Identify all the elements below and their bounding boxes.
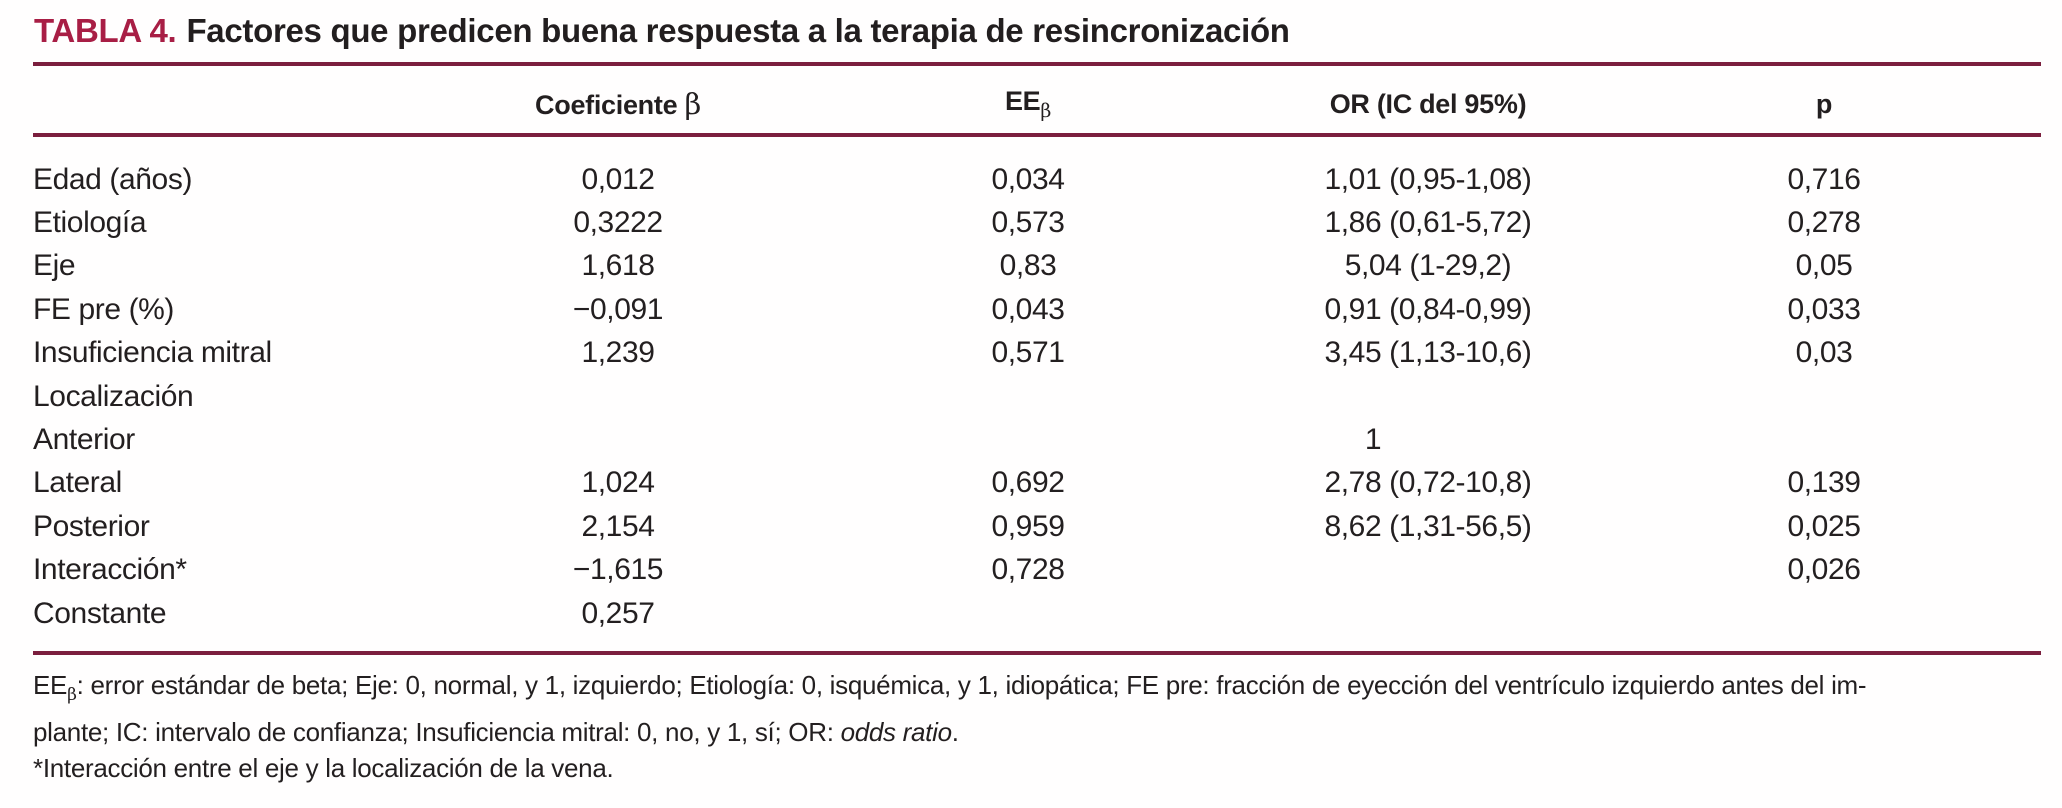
or-value: 1,01 (0,95-1,08) <box>1324 162 1532 196</box>
row-label: Etiología <box>33 206 147 240</box>
p-value: 0,05 <box>1795 249 1853 283</box>
coef-value: 1,239 <box>581 336 655 370</box>
row-label: Edad (años) <box>33 162 193 196</box>
header-ee-text: EE <box>1004 86 1041 116</box>
coef-value: 0,012 <box>581 162 655 196</box>
table-row: Anterior 1 <box>33 418 2030 461</box>
row-label: Lateral <box>33 466 122 500</box>
row-label: Interacción* <box>33 553 187 587</box>
or-value: 3,45 (1,13-10,6) <box>1324 336 1532 370</box>
table-caption: TABLA 4. Factores que predicen buena resp… <box>34 12 1290 50</box>
row-label: Localización <box>33 379 194 413</box>
row-label: FE pre (%) <box>33 292 175 326</box>
or-value: 1,86 (0,61-5,72) <box>1324 206 1532 240</box>
row-label: Posterior <box>33 509 150 543</box>
or-value: 5,04 (1-29,2) <box>1344 249 1512 283</box>
table-footnotes: EEβ: error estándar de beta; Eje: 0, nor… <box>33 667 2038 787</box>
table-row: Insuficiencia mitral 1,239 0,571 3,45 (1… <box>33 332 2030 375</box>
table-row: Edad (años) 0,012 0,034 1,01 (0,95-1,08)… <box>33 158 2030 201</box>
p-value: 0,716 <box>1787 162 1861 196</box>
table-row: FE pre (%) −0,091 0,043 0,91 (0,84-0,99)… <box>33 288 2030 331</box>
coef-value: −1,615 <box>572 553 664 587</box>
ee-value: 0,692 <box>991 466 1065 500</box>
footnote-ee-abbr: EE <box>33 670 68 700</box>
footnote-interaction-note: *Interacción entre el eje y la localizac… <box>33 753 614 783</box>
footnote-line1-text: : error estándar de beta; Eje: 0, normal… <box>76 670 1867 700</box>
table-body: Edad (años) 0,012 0,034 1,01 (0,95-1,08)… <box>33 158 2030 635</box>
header-ee-beta: EEβ <box>818 86 1238 122</box>
or-value: 0,91 (0,84-0,99) <box>1324 292 1532 326</box>
beta-subscript: β <box>1040 100 1052 122</box>
coef-value: 0,3222 <box>573 206 663 240</box>
header-p: p <box>1815 88 1833 119</box>
table-row: Lateral 1,024 0,692 2,78 (0,72-10,8) 0,1… <box>33 462 2030 505</box>
header-rule <box>33 133 2041 137</box>
footnote-odds-ratio-italic: odds ratio <box>840 716 952 747</box>
footnote-line2-text: plante; IC: intervalo de confianza; Insu… <box>33 716 841 747</box>
or-value: 8,62 (1,31-56,5) <box>1324 509 1532 543</box>
footnote-abbreviations-line2: plante; IC: intervalo de confianza; Insu… <box>33 714 2038 751</box>
table-row: Posterior 2,154 0,959 8,62 (1,31-56,5) 0… <box>33 505 2030 548</box>
or-value: 2,78 (0,72-10,8) <box>1324 466 1532 500</box>
p-value: 0,278 <box>1787 206 1861 240</box>
top-rule <box>33 62 2041 66</box>
table-row: Constante 0,257 <box>33 592 2030 635</box>
table-number-label: TABLA 4. <box>34 12 177 49</box>
ee-value: 0,83 <box>999 249 1057 283</box>
row-label: Constante <box>33 596 167 630</box>
p-value: 0,025 <box>1787 509 1861 543</box>
table-row: Interacción* −1,615 0,728 0,026 <box>33 549 2030 592</box>
coef-value: 2,154 <box>581 509 655 543</box>
beta-symbol: β <box>684 87 701 121</box>
ee-value: 0,959 <box>991 509 1065 543</box>
p-value: 0,139 <box>1787 466 1861 500</box>
p-value: 0,033 <box>1787 292 1861 326</box>
footnote-beta-subscript: β <box>67 685 77 705</box>
footnote-line2-period: . <box>951 716 959 747</box>
header-or-ic: OR (IC del 95%) <box>1329 88 1527 119</box>
table-title: Factores que predicen buena respuesta a … <box>186 12 1290 49</box>
footnote-abbreviations-line1: EEβ: error estándar de beta; Eje: 0, nor… <box>33 667 2038 714</box>
ee-value: 0,728 <box>991 553 1065 587</box>
table-row: Eje 1,618 0,83 5,04 (1-29,2) 0,05 <box>33 245 2030 288</box>
header-coeficiente-beta: Coeficiente β <box>418 87 818 121</box>
coef-value: 0,257 <box>581 596 655 630</box>
row-label: Anterior <box>33 423 135 457</box>
ee-value: 0,573 <box>991 206 1065 240</box>
coef-value: 1,024 <box>581 466 655 500</box>
or-value: 1 <box>1364 423 1382 457</box>
table-row: Etiología 0,3222 0,573 1,86 (0,61-5,72) … <box>33 201 2030 244</box>
ee-value: 0,034 <box>991 162 1065 196</box>
row-label: Insuficiencia mitral <box>33 336 272 370</box>
p-value: 0,03 <box>1795 336 1853 370</box>
p-value: 0,026 <box>1787 553 1861 587</box>
coef-value: −0,091 <box>572 292 664 326</box>
row-label: Eje <box>33 249 76 283</box>
coef-value: 1,618 <box>581 249 655 283</box>
ee-value: 0,571 <box>991 336 1065 370</box>
bottom-rule <box>33 651 2041 655</box>
table-header-row: Coeficiente β EEβ OR (IC del 95%) p <box>33 80 2030 128</box>
table-row-group-header: Localización <box>33 375 2030 418</box>
header-coef-text: Coeficiente <box>535 90 685 120</box>
ee-value: 0,043 <box>991 292 1065 326</box>
